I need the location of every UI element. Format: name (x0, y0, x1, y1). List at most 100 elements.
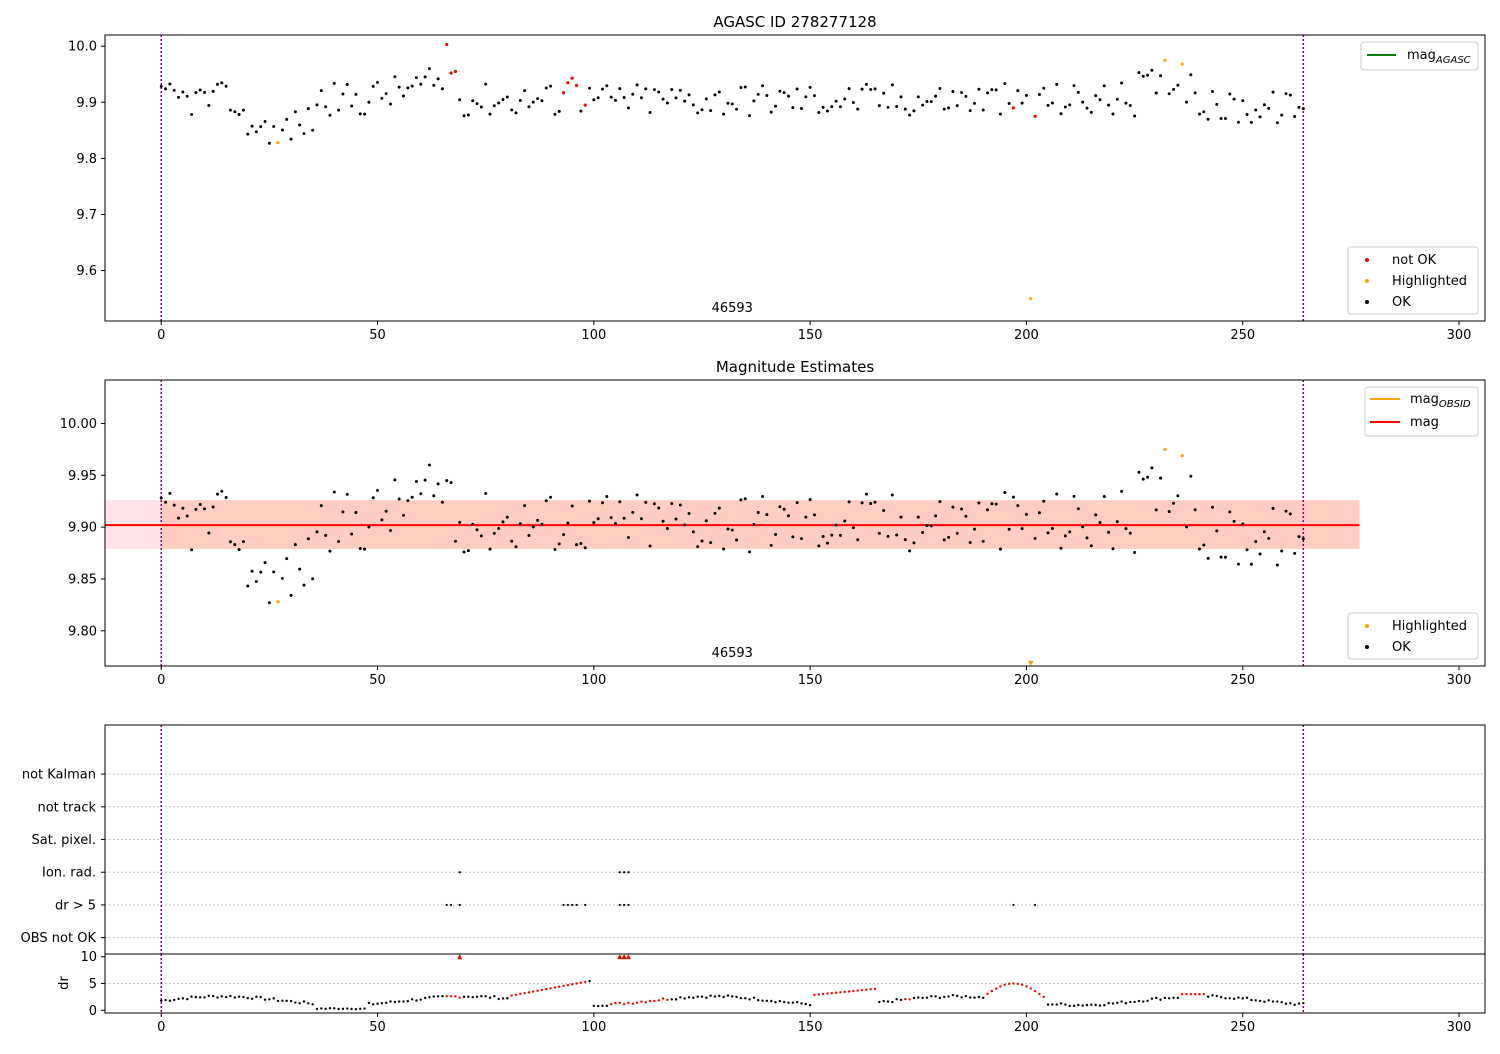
ok-point (1249, 562, 1253, 566)
ok-point (1068, 530, 1072, 534)
ok-point (696, 545, 700, 549)
dr-point (804, 1002, 808, 1006)
dr-point (999, 985, 1002, 988)
dr-point (1176, 996, 1180, 1000)
ok-point (177, 95, 181, 99)
dr-point (389, 1000, 392, 1003)
ok-point (315, 530, 319, 534)
ok-point (1301, 107, 1305, 111)
dr-point (571, 983, 574, 986)
dr-point (1258, 999, 1262, 1003)
ok-point (505, 515, 509, 519)
ok-point (518, 98, 522, 102)
dr-point (1068, 1004, 1071, 1008)
dr-point (402, 1000, 405, 1003)
ok-point (233, 110, 237, 114)
dr-point (436, 995, 440, 998)
ok-point (471, 99, 475, 103)
ok-point (942, 107, 946, 111)
ok-point (951, 505, 955, 509)
ok-point (860, 501, 864, 505)
ok-point (1046, 103, 1050, 107)
dr-point (726, 994, 730, 997)
ok-point (337, 540, 341, 544)
obsid-annotation: 46593 (712, 646, 753, 661)
ok-point (843, 519, 847, 523)
dr-point (328, 1007, 332, 1010)
y-tick-label: 9.80 (68, 624, 97, 639)
dr-point (757, 999, 760, 1002)
y-tick-label: 9.90 (68, 521, 97, 536)
dr-point (462, 995, 466, 999)
dr-point (397, 1000, 401, 1003)
ok-point (1288, 512, 1292, 516)
dr-point (882, 999, 885, 1003)
dr-point (653, 999, 656, 1003)
dr-point (1302, 1001, 1305, 1005)
dr-point (562, 984, 565, 988)
ok-point (1094, 513, 1098, 517)
highlighted-point (1029, 296, 1033, 301)
ok-point (812, 94, 816, 98)
ok-point (674, 517, 678, 521)
ok-point (916, 95, 920, 99)
ok-point (631, 510, 635, 514)
ok-point (207, 103, 211, 107)
ok-point (479, 105, 483, 109)
y-tick-label: 10 (80, 950, 97, 965)
ok-point (358, 547, 362, 551)
ok-point (475, 528, 479, 532)
flag-point (562, 903, 565, 907)
ok-point (1288, 93, 1292, 97)
dr-point (1280, 1000, 1283, 1004)
ok-point (1293, 551, 1297, 555)
ok-point (691, 103, 695, 107)
ok-point (159, 85, 163, 89)
ok-point (873, 87, 877, 91)
ok-point (1258, 115, 1262, 119)
ok-point (700, 539, 704, 543)
dr-point (1276, 1000, 1279, 1003)
ok-point (1094, 94, 1098, 98)
dr-point (657, 999, 660, 1002)
ok-point (618, 87, 622, 91)
ok-point (1189, 73, 1193, 77)
dr-point (220, 995, 224, 998)
ok-point (579, 109, 583, 113)
ok-point (709, 541, 713, 545)
ok-point (934, 94, 938, 98)
dr-point (679, 996, 682, 999)
ok-point (1016, 89, 1020, 93)
ok-point (665, 101, 669, 105)
ok-point (536, 518, 540, 522)
ok-point (311, 577, 315, 581)
ok-point (605, 84, 609, 88)
dr-point (1245, 996, 1249, 1000)
ok-point (1219, 116, 1223, 120)
ok-point (1189, 474, 1193, 478)
ok-point (406, 86, 410, 90)
ok-point (1223, 117, 1227, 121)
dr-point (1090, 1003, 1093, 1006)
ok-point (1254, 108, 1258, 112)
ok-point (1197, 547, 1201, 551)
dr-point (346, 1007, 349, 1010)
dr-point (1064, 1003, 1067, 1006)
dr-point (242, 995, 245, 999)
highlighted-point (1163, 58, 1167, 62)
ok-point (315, 103, 319, 107)
ok-point (994, 88, 998, 92)
ok-point (492, 531, 496, 535)
dr-point (921, 996, 924, 1000)
ok-point (1111, 547, 1115, 551)
ok-point (769, 110, 773, 114)
ok-point (886, 105, 890, 109)
dr-point (1168, 997, 1171, 1000)
ok-point (761, 84, 765, 88)
dr-point (830, 991, 833, 995)
dr-point (1189, 993, 1193, 996)
ok-point (1284, 509, 1288, 513)
x-tick-label: 150 (798, 1020, 823, 1035)
ok-point (190, 112, 194, 116)
